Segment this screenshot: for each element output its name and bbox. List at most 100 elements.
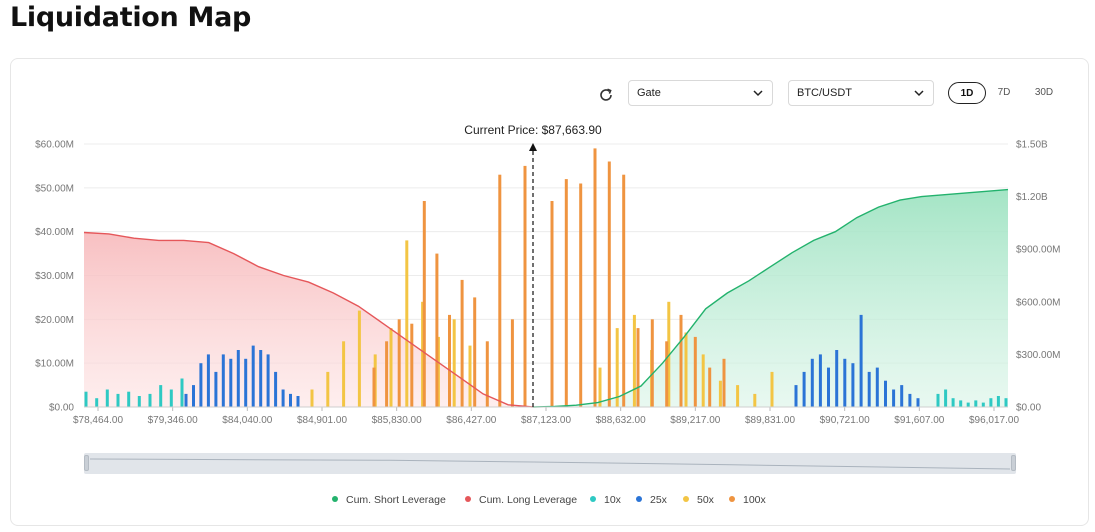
bar-10x xyxy=(1004,398,1008,407)
range-scrollbar[interactable] xyxy=(84,453,1016,474)
bar-100x xyxy=(448,314,451,407)
bar-25x xyxy=(802,371,806,407)
legend-item-10x[interactable]: 10x xyxy=(590,494,621,506)
bar-50x xyxy=(632,314,636,407)
exchange-select-value: Gate xyxy=(637,87,661,99)
bar-25x xyxy=(236,350,240,407)
bar-25x xyxy=(244,358,248,407)
legend-dot xyxy=(729,496,735,503)
legend-item-25x[interactable]: 25x xyxy=(636,494,667,506)
bar-100x xyxy=(485,341,489,408)
x-tick-label: $96,017.00 xyxy=(969,415,1019,426)
bar-10x xyxy=(169,389,173,407)
tab-7d[interactable]: 7D xyxy=(997,87,1011,98)
bar-25x xyxy=(229,358,233,407)
x-tick-label: $84,901.00 xyxy=(297,415,347,426)
bar-25x xyxy=(192,385,195,407)
bar-25x xyxy=(843,358,847,407)
bar-25x xyxy=(184,393,188,407)
bar-10x xyxy=(996,396,1000,407)
x-tick-label: $78,464.00 xyxy=(73,415,123,426)
x-tick-label: $88,632.00 xyxy=(596,415,646,426)
x-tick-label: $91,607.00 xyxy=(894,415,944,426)
bar-25x xyxy=(818,354,822,407)
scrollbar-right-handle[interactable] xyxy=(1011,455,1016,471)
bar-50x xyxy=(452,319,456,407)
bar-10x xyxy=(127,391,131,407)
bar-25x xyxy=(281,389,285,407)
bar-10x xyxy=(951,398,955,407)
bar-25x xyxy=(259,350,263,407)
bar-100x xyxy=(679,314,683,407)
bar-100x xyxy=(510,319,514,407)
exchange-select[interactable]: Gate xyxy=(628,80,773,106)
legend-label: 100x xyxy=(743,494,766,506)
bar-100x xyxy=(579,183,583,407)
cum-short-area xyxy=(533,189,1008,407)
bar-10x xyxy=(159,385,163,407)
chevron-down-icon xyxy=(753,90,763,97)
y-left-tick-label: $60.00M xyxy=(35,140,74,151)
bar-100x xyxy=(460,279,464,407)
cum-long-line xyxy=(83,231,534,408)
bar-25x xyxy=(875,367,879,407)
bar-100x xyxy=(498,174,502,407)
legend-dot xyxy=(590,496,596,503)
bar-10x xyxy=(105,389,109,407)
bar-10x xyxy=(989,398,993,407)
bar-50x xyxy=(667,301,671,407)
legend-item-cum-short[interactable]: Cum. Short Leverage xyxy=(332,494,446,506)
bar-50x xyxy=(326,371,330,407)
bar-100x xyxy=(372,367,376,407)
bar-25x xyxy=(892,389,896,407)
y-right-tick-label: $1.20B xyxy=(1016,192,1048,203)
bar-100x xyxy=(473,297,477,407)
pair-select-value: BTC/USDT xyxy=(797,87,852,99)
bar-50x xyxy=(753,393,757,407)
bar-25x xyxy=(214,371,218,407)
y-left-tick-label: $30.00M xyxy=(35,271,74,282)
x-tick-label: $85,830.00 xyxy=(372,415,422,426)
scrollbar-left-handle[interactable] xyxy=(84,455,89,471)
bar-100x xyxy=(564,179,568,407)
legend-dot xyxy=(636,496,642,503)
bar-100x xyxy=(422,201,426,407)
bar-50x xyxy=(770,371,774,407)
bar-25x xyxy=(884,380,887,407)
current-price-arrow xyxy=(529,143,537,151)
y-right-tick-label: $0.00 xyxy=(1016,403,1041,414)
bar-25x xyxy=(827,367,830,407)
pair-select[interactable]: BTC/USDT xyxy=(788,80,934,106)
bar-100x xyxy=(650,319,654,407)
y-left-tick-label: $40.00M xyxy=(35,227,74,238)
bar-25x xyxy=(266,354,270,407)
bar-25x xyxy=(274,371,278,407)
chevron-down-icon xyxy=(914,90,924,97)
bar-100x xyxy=(708,367,712,407)
bar-100x xyxy=(435,253,439,407)
refresh-icon[interactable] xyxy=(597,86,615,104)
bar-50x xyxy=(684,332,688,407)
legend-label: Cum. Short Leverage xyxy=(346,494,446,506)
legend-item-50x[interactable]: 50x xyxy=(683,494,714,506)
bar-100x xyxy=(397,319,401,407)
tab-1d[interactable]: 1D xyxy=(948,82,986,104)
bar-25x xyxy=(916,398,920,407)
legend-item-cum-long[interactable]: Cum. Long Leverage xyxy=(465,494,577,506)
y-left-tick-label: $20.00M xyxy=(35,315,74,326)
y-right-tick-label: $600.00M xyxy=(1016,297,1060,308)
legend-label: 10x xyxy=(604,494,621,506)
bar-100x xyxy=(622,174,626,407)
bar-25x xyxy=(859,314,863,407)
bar-50x xyxy=(357,310,361,407)
cum-short-line xyxy=(532,188,1009,408)
bar-50x xyxy=(598,367,602,407)
bar-50x xyxy=(389,328,393,407)
bar-50x xyxy=(701,354,705,407)
y-left-tick-label: $50.00M xyxy=(35,183,74,194)
legend-item-100x[interactable]: 100x xyxy=(729,494,766,506)
tab-30d[interactable]: 30D xyxy=(1034,87,1054,98)
bar-100x xyxy=(385,341,389,408)
x-tick-label: $84,040.00 xyxy=(222,415,272,426)
bar-25x xyxy=(835,350,839,407)
